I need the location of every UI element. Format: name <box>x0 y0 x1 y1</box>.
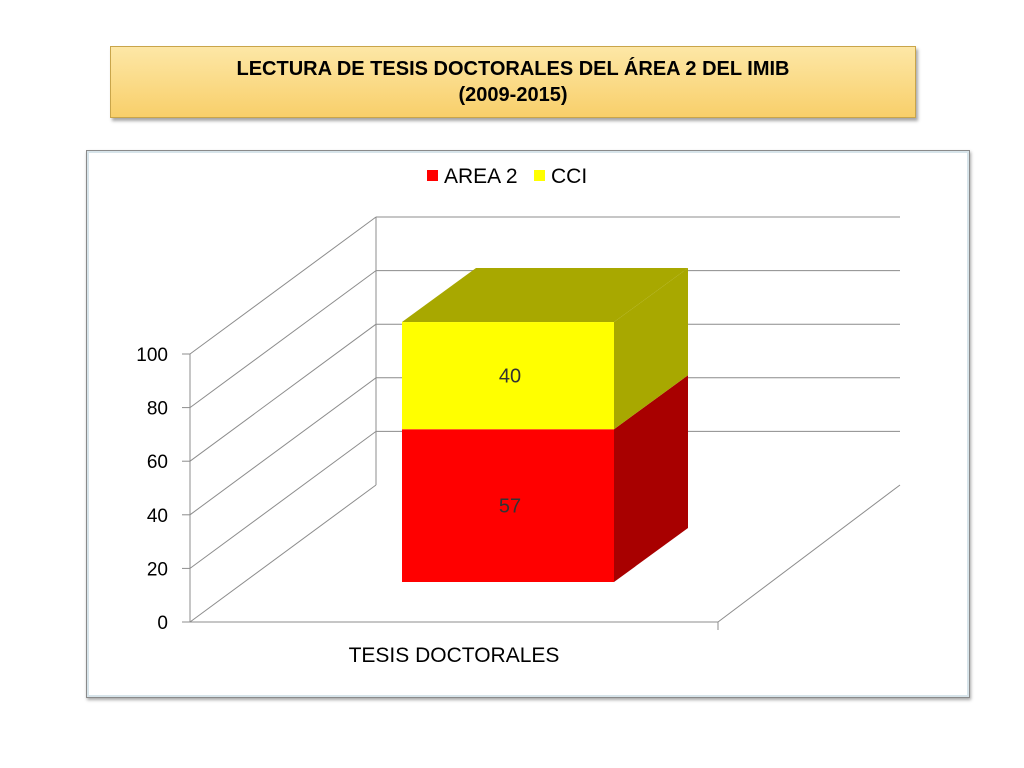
side-wall-gridline <box>189 377 377 516</box>
floor-right-edge <box>717 484 901 623</box>
x-category-label: TESIS DOCTORALES <box>349 644 560 667</box>
side-wall-gridline <box>189 484 377 623</box>
side-wall-gridline <box>189 270 377 409</box>
y-tick-label: 100 <box>136 345 168 366</box>
legend-swatch <box>427 170 438 181</box>
y-axis-ticks: 0 20 40 60 80 100 <box>136 345 190 634</box>
data-label-area-2: 57 <box>499 496 521 518</box>
legend-swatch <box>534 170 545 181</box>
y-tick-label: 20 <box>147 559 168 580</box>
chart-legend: AREA 2 CCI <box>427 165 587 188</box>
y-tick-label: 0 <box>157 613 168 634</box>
y-tick-label: 60 <box>147 452 168 473</box>
x-axis: TESIS DOCTORALES <box>349 644 560 667</box>
chart-title-line2: (2009-2015) <box>458 84 568 106</box>
bar-top-cci <box>402 268 688 323</box>
data-label-cci: 40 <box>499 366 521 388</box>
chart-title-line1: LECTURA DE TESIS DOCTORALES DEL ÁREA 2 D… <box>236 58 790 80</box>
title-box: LECTURA DE TESIS DOCTORALES DEL ÁREA 2 D… <box>110 46 916 118</box>
bar-side-area-2 <box>614 375 688 582</box>
bar-side-cci <box>614 268 688 430</box>
chart-walls <box>189 217 901 630</box>
legend-label: CCI <box>551 165 587 188</box>
bar-front-cci <box>402 322 614 430</box>
legend-label: AREA 2 <box>444 165 518 188</box>
chart-data-labels: 57 40 <box>499 366 521 518</box>
chart-bars <box>402 268 688 582</box>
side-wall-gridline <box>189 323 377 462</box>
y-tick-label: 40 <box>147 506 168 527</box>
side-wall-gridline <box>189 430 377 569</box>
bar-front-area-2 <box>402 429 614 582</box>
side-wall-gridline <box>189 216 377 355</box>
y-tick-label: 80 <box>147 399 168 420</box>
